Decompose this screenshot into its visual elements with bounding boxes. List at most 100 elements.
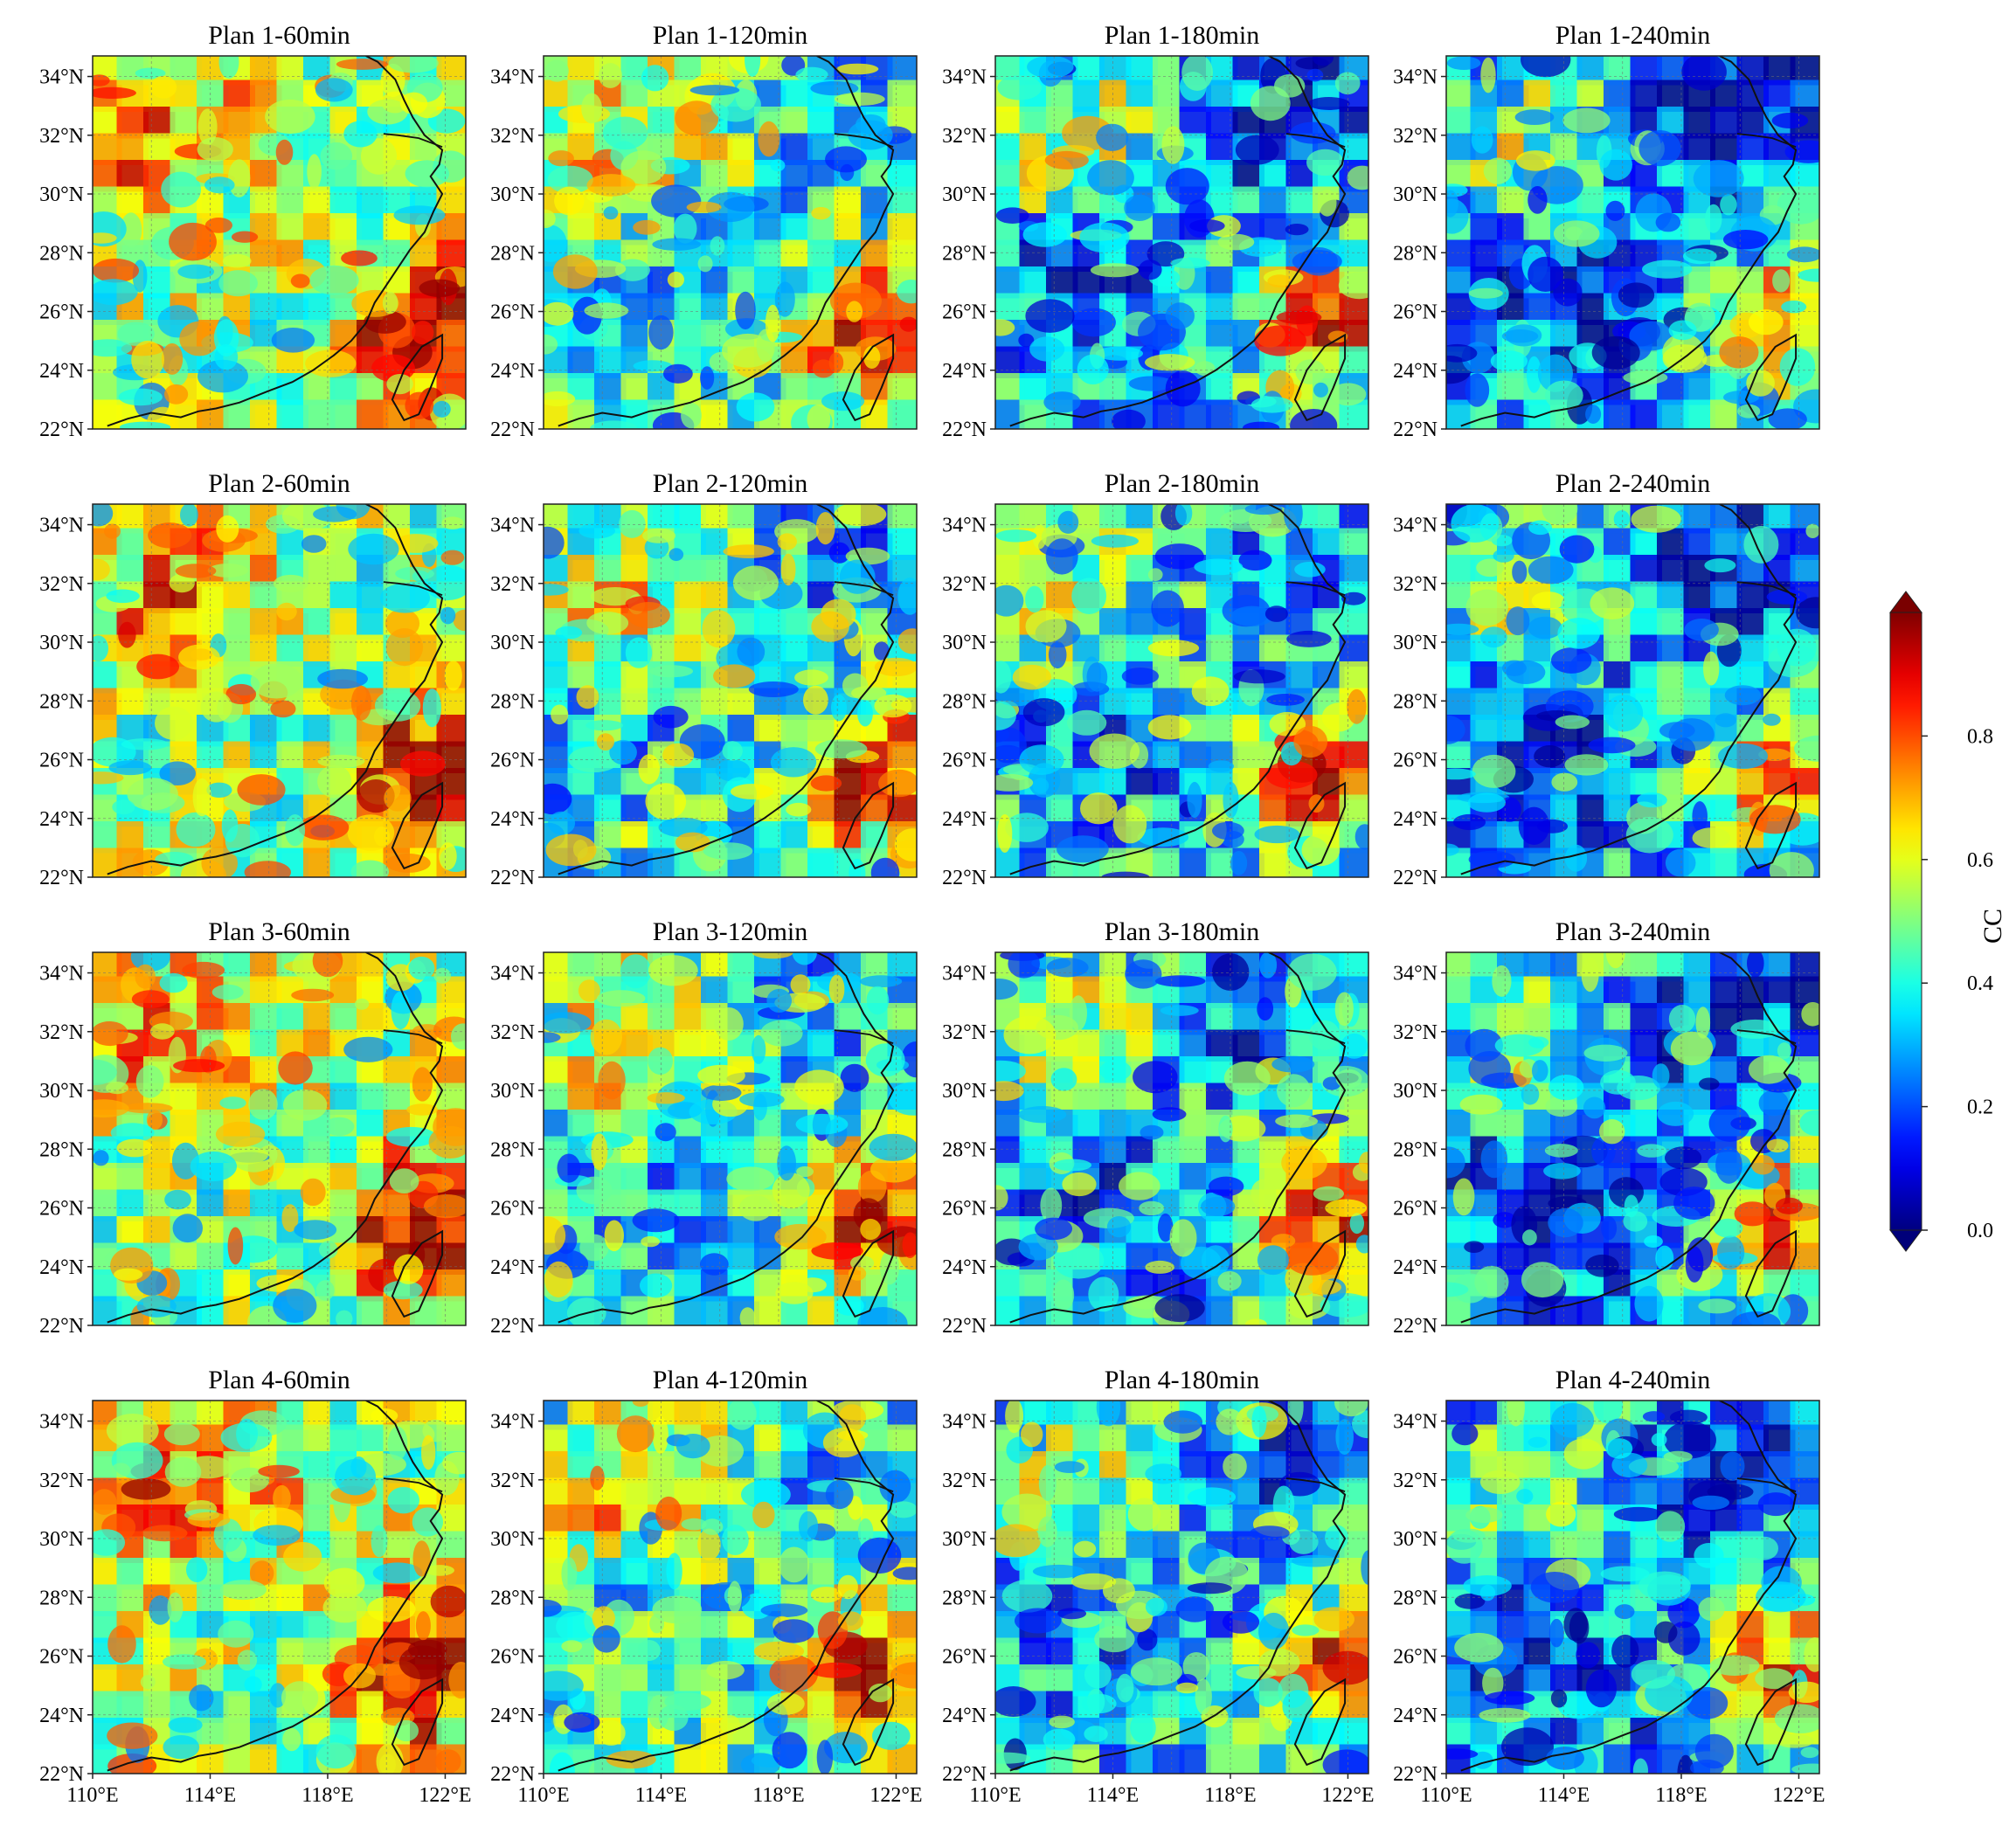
river-estuary <box>1285 581 1346 597</box>
lat-tick-label: 34°N <box>1393 515 1438 537</box>
lat-tick-label: 30°N <box>490 1528 535 1551</box>
taiwan-outline <box>1293 1677 1347 1767</box>
lat-tick-label: 28°N <box>39 1587 84 1609</box>
map-panel: Plan 3-240min 34°N 32°N 30°N 28°N 26°N 24°N 22°… <box>1393 917 1820 1338</box>
panel-title: Plan 1-180min <box>1105 21 1260 50</box>
lon-tick-label: 122°E <box>419 1784 471 1807</box>
river-estuary <box>1736 581 1797 597</box>
lat-tick-label: 22°N <box>1393 1315 1438 1338</box>
coastline <box>558 952 895 1324</box>
river-estuary <box>1285 1477 1346 1493</box>
map-panel: Plan 3-120min 34°N 32°N 30°N 28°N 26°N 24°N 22°… <box>490 917 918 1338</box>
lat-tick-label: 26°N <box>1393 750 1438 772</box>
lon-tick-label: 114°E <box>635 1784 687 1807</box>
lon-tick-label: 118°E <box>752 1784 804 1807</box>
graticule <box>93 952 466 1325</box>
lat-tick-label: 22°N <box>39 1315 84 1338</box>
lat-tick-label: 24°N <box>1393 1256 1438 1279</box>
cc-field <box>544 952 917 1325</box>
coastline <box>1009 504 1347 875</box>
graticule <box>93 1401 466 1774</box>
lon-tick-label: 114°E <box>1087 1784 1139 1807</box>
lat-tick-label: 24°N <box>942 1705 987 1727</box>
map-panel: Plan 2-60min 34°N 32°N 30°N 28°N 26°N 24°N 22°N <box>39 469 467 889</box>
lat-tick-label: 32°N <box>490 1470 535 1492</box>
lat-tick-label: 32°N <box>1393 573 1438 596</box>
lat-tick-label: 22°N <box>942 867 987 889</box>
map-panel: Plan 2-120min 34°N 32°N 30°N 28°N 26°N 24°N 22°… <box>490 469 918 889</box>
map-panel: Plan 1-60min 34°N 32°N 30°N 28°N 26°N 24°N 22°N <box>39 21 467 441</box>
taiwan-outline <box>1744 781 1798 870</box>
lat-tick-label: 30°N <box>39 1080 84 1103</box>
lat-tick-label: 30°N <box>942 1080 987 1103</box>
lat-tick-label: 34°N <box>942 1411 987 1434</box>
lat-tick-label: 28°N <box>1393 1587 1438 1609</box>
panel-frame <box>994 951 1369 1326</box>
lat-tick-label: 26°N <box>942 1646 987 1669</box>
panel-title: Plan 2-120min <box>653 469 808 498</box>
lat-tick-label: 28°N <box>490 1587 535 1609</box>
lat-tick-label: 24°N <box>39 360 84 383</box>
cc-field <box>995 1401 1368 1774</box>
lat-tick-label: 22°N <box>942 1315 987 1338</box>
cc-field <box>93 56 466 429</box>
lat-tick-label: 26°N <box>1393 1646 1438 1669</box>
lat-tick-label: 34°N <box>490 1411 535 1434</box>
lat-tick-label: 26°N <box>39 1646 84 1669</box>
lat-tick-label: 26°N <box>490 301 535 324</box>
cc-field <box>995 56 1368 429</box>
lat-tick-label: 30°N <box>39 183 84 206</box>
lat-tick-label: 30°N <box>942 632 987 654</box>
lat-tick-label: 30°N <box>490 632 535 654</box>
coastline <box>1460 1401 1798 1772</box>
coastline <box>1460 952 1798 1324</box>
lat-tick-label: 22°N <box>1393 867 1438 889</box>
panel-frame <box>1445 951 1820 1326</box>
lat-tick-label: 34°N <box>490 963 535 986</box>
river-estuary <box>834 1029 894 1045</box>
lat-tick-label: 26°N <box>490 750 535 772</box>
river-estuary <box>1736 133 1797 149</box>
lon-tick-label: 110°E <box>969 1784 1021 1807</box>
lat-tick-label: 34°N <box>942 515 987 537</box>
map-panel: Plan 2-180min 34°N 32°N 30°N 28°N 26°N 24°N 22°… <box>942 469 1369 889</box>
colorbar-tick-label: 0.4 <box>1967 972 1993 995</box>
map-panel: Plan 1-120min 34°N 32°N 30°N 28°N 26°N 24°N 22°… <box>490 21 918 441</box>
lat-tick-label: 32°N <box>942 1021 987 1044</box>
lat-tick-label: 34°N <box>1393 963 1438 986</box>
coastline <box>558 56 895 427</box>
cc-field <box>93 952 466 1325</box>
lon-tick-label: 122°E <box>869 1784 922 1807</box>
lat-tick-label: 32°N <box>942 1470 987 1492</box>
cc-field <box>1446 1401 1819 1774</box>
taiwan-outline <box>842 333 895 422</box>
colorbar-tick-label: 0.0 <box>1967 1220 1993 1242</box>
map-panel: Plan 4-120min 34°N 32°N 30°N 28°N 26°N 24°N 22°… <box>490 1366 923 1807</box>
lat-tick-label: 28°N <box>942 1587 987 1609</box>
lat-tick-label: 32°N <box>1393 1470 1438 1492</box>
lat-tick-label: 28°N <box>1393 1138 1438 1161</box>
panel-frame <box>92 951 467 1326</box>
taiwan-outline <box>1293 333 1347 422</box>
taiwan-outline <box>842 1229 895 1318</box>
lon-tick-label: 114°E <box>1538 1784 1590 1807</box>
lat-tick-label: 22°N <box>39 418 84 441</box>
lat-tick-label: 24°N <box>490 360 535 383</box>
panel-frame <box>543 951 918 1326</box>
cc-field <box>544 504 917 877</box>
panel-frame <box>92 503 467 878</box>
lat-tick-label: 26°N <box>39 1198 84 1221</box>
lat-tick-label: 32°N <box>942 125 987 148</box>
coastline <box>1009 56 1347 427</box>
cc-field <box>995 504 1368 877</box>
map-panel: Plan 4-240min 34°N 32°N 30°N 28°N 26°N 24°N 22°… <box>1393 1366 1825 1807</box>
lat-tick-label: 24°N <box>490 1256 535 1279</box>
colorbar-tick-label: 0.6 <box>1967 849 1993 872</box>
panel-frame <box>1445 55 1820 430</box>
coastline <box>107 56 444 427</box>
panels: Plan 1-60min 34°N 32°N 30°N 28°N 26°N 24°N 22°N… <box>39 21 1825 1807</box>
lat-tick-label: 34°N <box>942 66 987 89</box>
lat-tick-label: 32°N <box>490 125 535 148</box>
lon-tick-label: 114°E <box>184 1784 236 1807</box>
cc-field <box>544 56 917 429</box>
